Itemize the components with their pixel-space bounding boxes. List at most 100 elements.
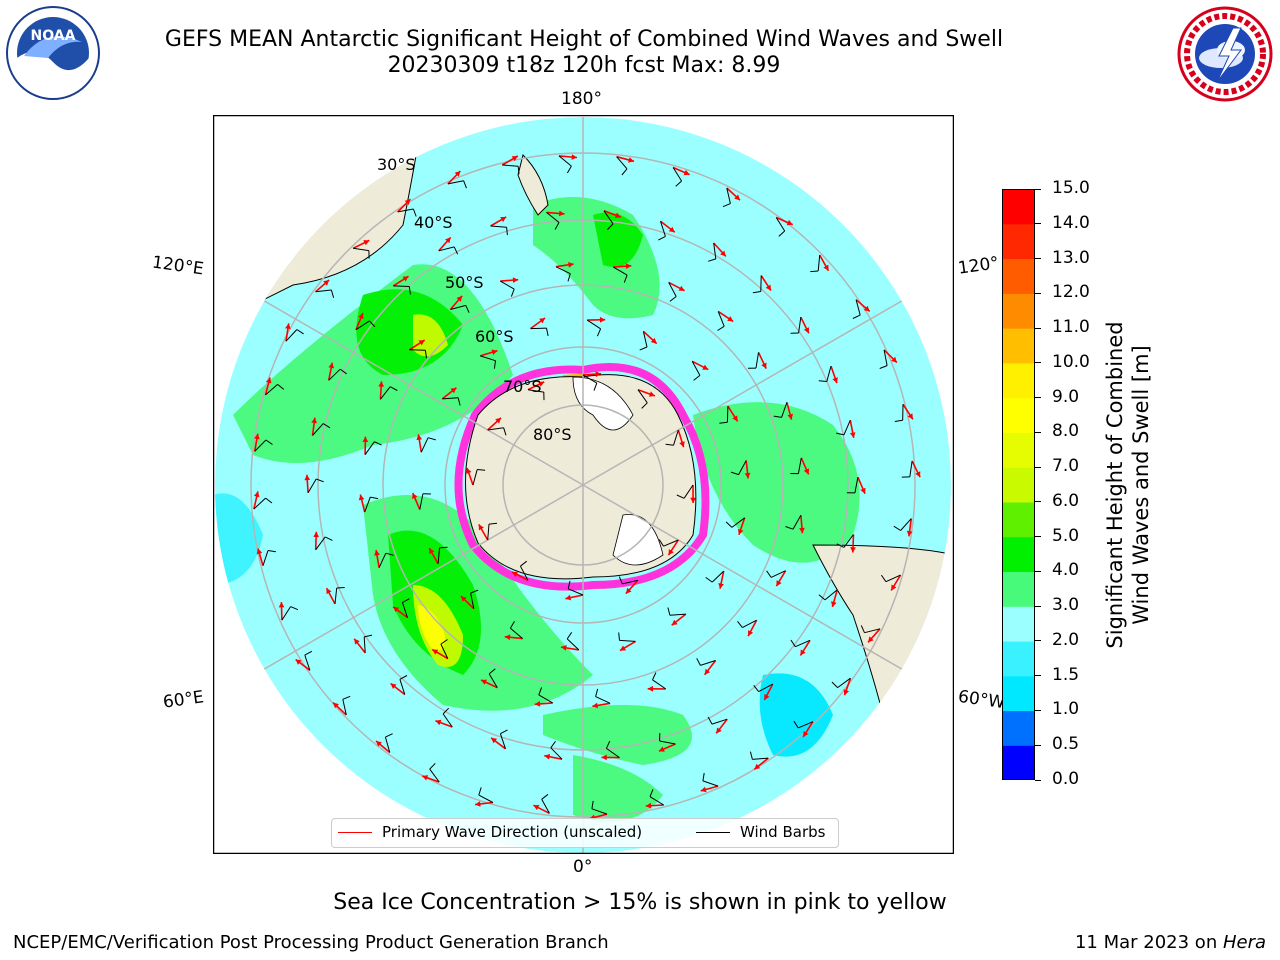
- wave-arrow-head: [849, 432, 856, 438]
- wave-arrow-head: [363, 240, 370, 246]
- wind-barb-flag: [658, 539, 664, 547]
- footer-host: Hera: [1222, 932, 1266, 953]
- wind-barb-flag: [399, 675, 408, 680]
- colorbar-outline: [1002, 189, 1035, 780]
- wind-barb: [637, 389, 648, 404]
- wind-barb-flag: [894, 419, 903, 422]
- wind-barb: [792, 515, 802, 530]
- wind-barb: [328, 368, 341, 381]
- wave-arrow-head: [454, 171, 461, 177]
- colorbar-tick-mark: [1035, 466, 1041, 468]
- wind-barb-flag: [463, 180, 467, 189]
- colorbar-tick-mark: [1035, 536, 1041, 538]
- wind-barb: [726, 406, 729, 423]
- wind-barb: [775, 217, 786, 232]
- wave-arrow-head: [831, 601, 837, 607]
- wind-barb-flag: [385, 733, 393, 738]
- wave-arrow-head: [860, 487, 866, 494]
- wave-arrow-head: [412, 493, 418, 499]
- wind-barb-flag: [567, 580, 571, 589]
- wind-barb: [669, 613, 686, 616]
- wind-barb: [472, 469, 478, 486]
- wind-barb: [285, 329, 298, 342]
- wind-barb: [824, 589, 838, 601]
- wind-barb-flag: [658, 235, 666, 241]
- wind-barb: [683, 484, 694, 499]
- wave-arrow-head: [393, 606, 400, 613]
- meridian-line: [215, 263, 584, 486]
- wind-barb: [550, 747, 563, 760]
- wind-barb-flag: [595, 688, 599, 697]
- wave-arrow-head: [491, 349, 498, 355]
- wave-arrow-head: [512, 277, 519, 283]
- svg-text:NOAA: NOAA: [31, 28, 76, 44]
- wave-arrow-head: [720, 250, 726, 257]
- wind-barb: [673, 429, 679, 446]
- wind-barb-flag: [370, 496, 379, 500]
- wind-barb: [281, 606, 292, 621]
- wave-arrow-head: [460, 596, 467, 602]
- wave-arrow-head: [671, 619, 678, 626]
- wind-barb: [616, 156, 628, 170]
- colorbar-label: Significant Height of Combined Wind Wave…: [1102, 321, 1154, 648]
- wave-arrow-head: [803, 730, 809, 737]
- wave-arrow-head: [727, 316, 734, 322]
- wave-arrow-head: [539, 318, 546, 324]
- wind-barb-flag: [389, 386, 398, 391]
- wind-barb-flag: [506, 227, 508, 236]
- colorbar-tick-mark: [1035, 605, 1041, 607]
- wave-arrow-head: [571, 154, 577, 160]
- wind-barb-flag: [591, 800, 594, 809]
- wind-barb-flag: [596, 328, 602, 337]
- wind-barb-flag: [879, 365, 888, 369]
- wave-arrow-head: [534, 701, 541, 707]
- colorbar-tick-mark: [1035, 501, 1041, 503]
- wind-barb-flag: [818, 594, 826, 601]
- wave-arrow-head: [265, 377, 272, 384]
- lon-label-60w: 60°W: [956, 686, 1007, 714]
- wave-arrow-head: [645, 802, 652, 809]
- wind-barb-flag: [500, 729, 508, 735]
- wind-barb: [480, 355, 496, 362]
- wave-arrow-head: [311, 417, 317, 424]
- wave-height-contour: [593, 212, 643, 267]
- wind-barb: [429, 768, 440, 783]
- wind-barb-flag: [836, 543, 845, 548]
- wind-barb: [380, 386, 391, 400]
- wave-height-contour: [418, 605, 445, 651]
- wind-barb-flag: [675, 180, 682, 187]
- wave-arrow-head: [491, 737, 498, 744]
- wind-barb-flag: [488, 522, 498, 525]
- wave-arrow-head: [326, 588, 332, 595]
- wind-barb-flag: [593, 382, 598, 391]
- colorbar-segment: [1002, 328, 1035, 364]
- wind-barb: [702, 780, 719, 787]
- wind-barb: [397, 208, 414, 213]
- wind-barb: [487, 427, 504, 431]
- wave-arrow-head: [544, 753, 551, 760]
- wind-barb-flag: [509, 621, 515, 629]
- wind-barb-flag: [339, 368, 347, 375]
- wave-arrow-head: [754, 763, 761, 770]
- colorbar-segment: [1002, 258, 1035, 294]
- wind-barb: [420, 437, 429, 453]
- wind-barb: [642, 331, 648, 348]
- wave-height-contour: [215, 493, 263, 585]
- wind-barb-flag: [477, 469, 486, 471]
- wind-barb: [353, 247, 369, 252]
- wind-barb: [613, 266, 628, 276]
- wave-arrow-head: [787, 413, 793, 420]
- wind-barb-flag: [641, 402, 648, 409]
- wind-barb-flag: [737, 620, 743, 628]
- wind-barb: [622, 579, 639, 585]
- wave-arrow-head: [358, 494, 365, 501]
- wind-barb-flag: [707, 716, 713, 725]
- wave-arrow-head: [323, 280, 330, 286]
- colorbar-segment: [1002, 606, 1035, 642]
- wind-barb-flag: [860, 625, 865, 633]
- colorbar-tick-mark: [1035, 327, 1041, 329]
- wave-arrow-head: [500, 216, 507, 223]
- wave-arrow-head: [761, 362, 767, 369]
- wave-arrow-head: [475, 801, 481, 807]
- wind-barb-flag: [322, 423, 331, 429]
